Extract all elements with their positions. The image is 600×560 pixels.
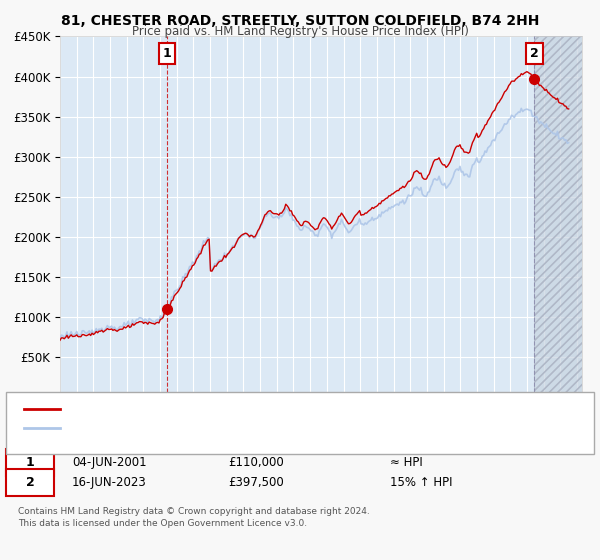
Text: 1: 1 xyxy=(26,456,34,469)
Bar xyxy=(535,36,590,398)
Text: 15% ↑ HPI: 15% ↑ HPI xyxy=(390,475,452,489)
Text: 2: 2 xyxy=(530,47,539,60)
Text: 1: 1 xyxy=(163,47,172,60)
Text: 2: 2 xyxy=(26,475,34,489)
Bar xyxy=(535,36,590,398)
Text: £397,500: £397,500 xyxy=(228,475,284,489)
Text: 81, CHESTER ROAD, STREETLY, SUTTON COLDFIELD, B74 2HH (detached house): 81, CHESTER ROAD, STREETLY, SUTTON COLDF… xyxy=(66,404,482,414)
Text: 16-JUN-2023: 16-JUN-2023 xyxy=(72,475,147,489)
Text: HPI: Average price, detached house, Walsall: HPI: Average price, detached house, Wals… xyxy=(66,423,296,433)
Text: 81, CHESTER ROAD, STREETLY, SUTTON COLDFIELD, B74 2HH: 81, CHESTER ROAD, STREETLY, SUTTON COLDF… xyxy=(61,14,539,28)
Text: £110,000: £110,000 xyxy=(228,456,284,469)
Text: This data is licensed under the Open Government Licence v3.0.: This data is licensed under the Open Gov… xyxy=(18,519,307,528)
Text: Price paid vs. HM Land Registry's House Price Index (HPI): Price paid vs. HM Land Registry's House … xyxy=(131,25,469,38)
Text: Contains HM Land Registry data © Crown copyright and database right 2024.: Contains HM Land Registry data © Crown c… xyxy=(18,507,370,516)
Text: 04-JUN-2001: 04-JUN-2001 xyxy=(72,456,146,469)
Text: ≈ HPI: ≈ HPI xyxy=(390,456,423,469)
